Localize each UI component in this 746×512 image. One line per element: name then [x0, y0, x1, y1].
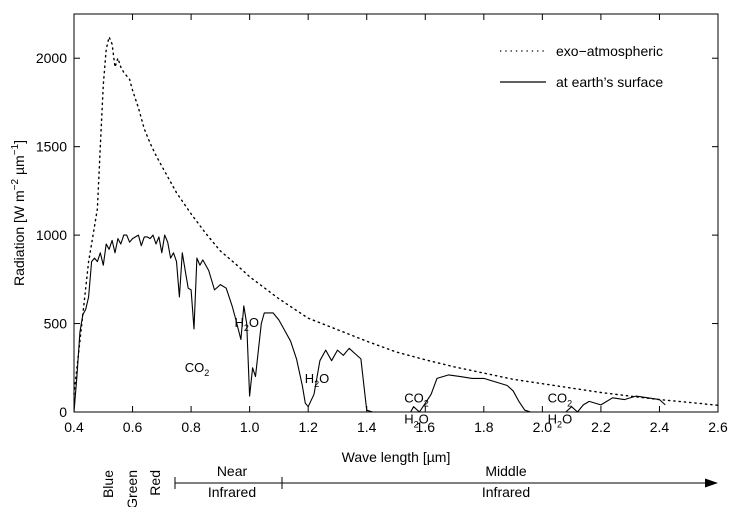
- x-axis-ticks: 0.4 0.6 0.8 1.0 1.2 1.4 1.6 1.8 2.0 2.2 2.4 2.6: [64, 14, 728, 435]
- x-tick-label: 0.8: [181, 419, 201, 435]
- band-near-line1: Near: [217, 463, 248, 479]
- y-axis-label-exp1: −2: [10, 178, 21, 190]
- x-tick-label: 2.6: [708, 419, 728, 435]
- y-axis-label-unit: µm: [11, 155, 27, 179]
- x-tick-label: 1.2: [298, 419, 318, 435]
- x-tick-label: 2.4: [650, 419, 670, 435]
- absorption-label-base: CO: [185, 360, 205, 375]
- absorption-label: CO2: [185, 360, 210, 378]
- absorption-label-subscript: 2: [567, 398, 572, 408]
- legend-label-exo-atmospheric: exo−atmospheric: [556, 43, 663, 59]
- x-axis-label: Wave length [µm]: [342, 449, 451, 465]
- absorption-label-suffix: O: [319, 371, 329, 386]
- x-tick-label: 0.6: [123, 419, 143, 435]
- absorption-label-subscript: 2: [314, 379, 319, 389]
- absorption-label-suffix: O: [419, 411, 429, 426]
- absorption-label-base: H: [548, 411, 557, 426]
- absorption-label-suffix: O: [249, 315, 259, 330]
- y-axis-label: Radiation [W m−2 µm−1]: [10, 140, 27, 286]
- absorption-label-subscript: 2: [244, 323, 249, 333]
- y-tick-label: 1000: [36, 227, 67, 243]
- band-arrow-head: [705, 478, 718, 488]
- x-tick-label: 1.6: [416, 419, 436, 435]
- band-near-line2: Infrared: [208, 484, 256, 500]
- x-tick-label: 0.4: [64, 419, 84, 435]
- y-tick-label: 1500: [36, 139, 67, 155]
- band-blue: Blue: [100, 470, 116, 498]
- absorption-label: CO2: [548, 390, 573, 408]
- x-tick-label: 2.0: [533, 419, 553, 435]
- absorption-label-subscript: 2: [424, 398, 429, 408]
- x-tick-label: 1.4: [357, 419, 377, 435]
- band-red: Red: [147, 470, 163, 496]
- absorption-label: CO2: [404, 390, 429, 408]
- band-middle-line2: Infrared: [482, 484, 530, 500]
- y-tick-label: 500: [44, 316, 68, 332]
- absorption-label-suffix: O: [562, 411, 572, 426]
- absorption-label: H2O: [548, 411, 573, 429]
- y-axis-label-main: Radiation [W m: [11, 190, 27, 286]
- series-line-earth-surface: [73, 234, 666, 413]
- absorption-label: H2O: [305, 371, 330, 389]
- absorption-label-base: H: [404, 411, 413, 426]
- legend-label-earth-surface: at earth’s surface: [556, 74, 663, 90]
- absorption-label: H2O: [404, 411, 429, 429]
- series-line-exo-atmospheric: [73, 34, 719, 406]
- absorption-label-base: CO: [548, 390, 568, 405]
- y-axis-label-end: ]: [11, 140, 27, 144]
- y-tick-label: 2000: [36, 50, 67, 66]
- band-middle-line1: Middle: [485, 463, 526, 479]
- spectral-bands: Blue Green Red Near Infrared Middle Infr…: [100, 463, 718, 509]
- x-tick-label: 1.0: [240, 419, 260, 435]
- series-layer: [73, 34, 719, 413]
- absorption-label: H2O: [234, 315, 259, 333]
- y-axis-ticks: 0 500 1000 1500 2000: [36, 50, 718, 420]
- absorption-label-subscript: 2: [204, 368, 209, 378]
- y-tick-label: 0: [59, 404, 67, 420]
- absorption-label-base: CO: [404, 390, 424, 405]
- absorption-label-subscript: 2: [557, 419, 562, 429]
- y-axis-label-exp2: −1: [10, 143, 21, 155]
- x-tick-label: 1.8: [474, 419, 494, 435]
- x-tick-label: 2.2: [591, 419, 611, 435]
- legend: exo−atmospheric at earth’s surface: [500, 43, 663, 90]
- absorption-label-base: H: [305, 371, 314, 386]
- band-green: Green: [124, 470, 140, 507]
- absorption-label-base: H: [234, 315, 243, 330]
- absorption-label-subscript: 2: [414, 419, 419, 429]
